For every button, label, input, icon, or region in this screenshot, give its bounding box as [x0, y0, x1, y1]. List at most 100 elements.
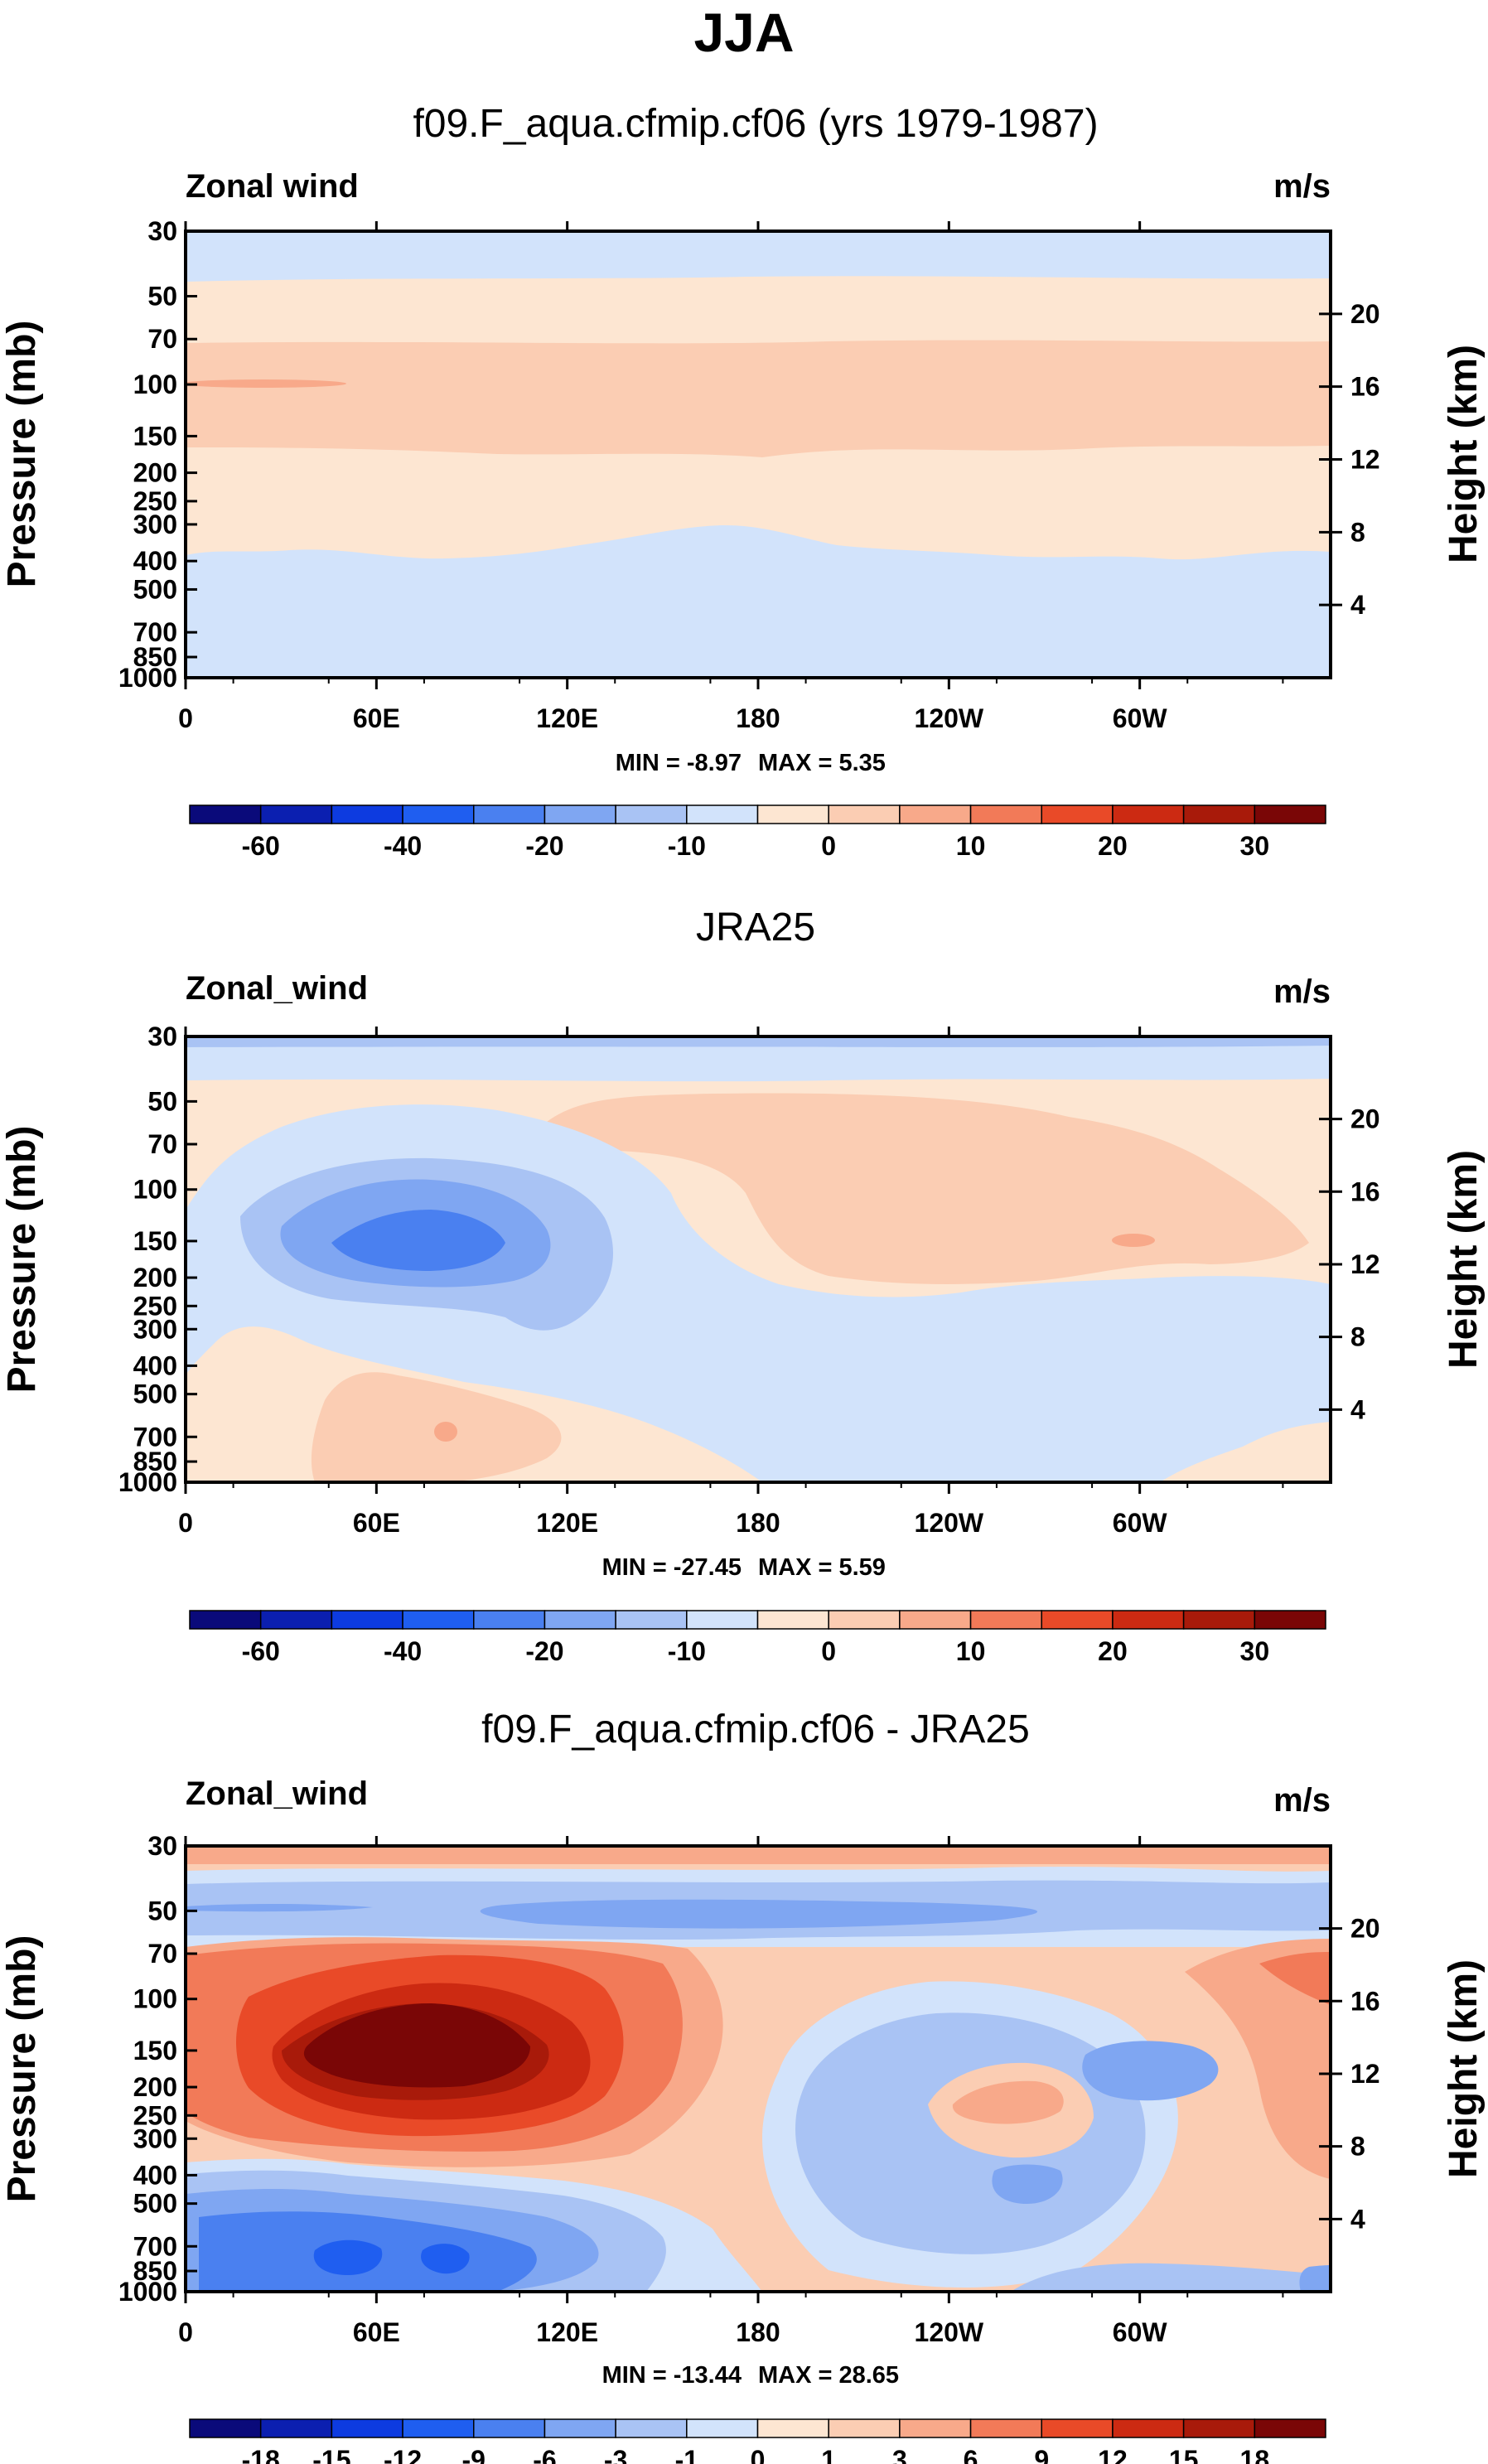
- colorbar-segment: [756, 804, 829, 824]
- panel-1-title: f09.F_aqua.cfmip.cf06 (yrs 1979-1987): [413, 102, 1098, 146]
- p3-midlevel-negative-3: [1082, 2041, 1219, 2101]
- ytick-label: 50: [147, 1896, 177, 1925]
- colorbar-segment: [473, 2418, 546, 2438]
- colorbar-segment: [899, 1610, 972, 1630]
- colorbar-label: -3: [604, 2445, 627, 2464]
- p1-lower-negative: [186, 524, 1331, 678]
- colorbar-segment: [899, 2418, 972, 2438]
- p3-midlevel-negative-4: [992, 2164, 1063, 2204]
- ytick-label: 30: [147, 216, 177, 246]
- panel-1-y2ticks: 4 8 12 16 20: [1319, 299, 1380, 620]
- colorbar-label: -15: [312, 2445, 350, 2464]
- colorbar-label: 3: [892, 2445, 907, 2464]
- panel-2-variable-label: Zonal_wind: [186, 970, 368, 1007]
- panel-2-title: JRA25: [696, 906, 815, 949]
- colorbar-label: -60: [242, 831, 280, 861]
- ytick-label: 500: [133, 574, 177, 604]
- p2-upper-positive-core: [1112, 1234, 1155, 1247]
- p3-right-upper-core: [1259, 1952, 1331, 2005]
- y2tick-label: 12: [1350, 1249, 1380, 1279]
- panel-2-y2label: Height (km): [1442, 1150, 1486, 1369]
- colorbar-label: 18: [1240, 2445, 1270, 2464]
- p3-small-positive-2: [952, 2080, 1064, 2124]
- colorbar-label: 10: [956, 831, 986, 861]
- panel-3-y2ticks: 4 8 12 16 20: [1319, 1914, 1380, 2234]
- panel-3-variable-label: Zonal_wind: [186, 1776, 368, 1812]
- colorbar-segment: [331, 804, 403, 824]
- panel-1-plot-field: [186, 231, 1331, 678]
- ytick-label: 250: [133, 1291, 177, 1321]
- colorbar-segment: [189, 1610, 262, 1630]
- colorbar-segment: [1041, 804, 1114, 824]
- colorbar-segment: [828, 1610, 901, 1630]
- y2tick-label: 8: [1350, 1322, 1365, 1352]
- panel-1-y2label: Height (km): [1442, 345, 1486, 563]
- colorbar-segment: [544, 1610, 616, 1630]
- y2tick-label: 20: [1350, 1914, 1380, 1944]
- ytick-label: 150: [133, 1226, 177, 1256]
- ytick-label: 100: [133, 1175, 177, 1205]
- colorbar-segment: [615, 804, 688, 824]
- ytick-label: 30: [147, 1831, 177, 1861]
- p1-jet-core: [186, 379, 346, 388]
- p3-upper-core-negative: [480, 1899, 1038, 1929]
- ytick-label: 70: [147, 1939, 177, 1969]
- xtick-label: 120W: [915, 703, 984, 733]
- colorbar-segment: [1182, 1610, 1256, 1630]
- xtick-label: 60W: [1113, 1508, 1168, 1538]
- colorbar-segment: [1254, 804, 1326, 824]
- colorbar-segment: [473, 804, 546, 824]
- colorbar-label: -40: [384, 1636, 422, 1666]
- colorbar-label: 9: [1034, 2445, 1049, 2464]
- colorbar-label: -20: [525, 1636, 563, 1666]
- ytick-label: 200: [133, 2072, 177, 2102]
- panel-3: f09.F_aqua.cfmip.cf06 - JRA25 Zonal_wind…: [0, 1708, 1486, 2464]
- colorbar-segment: [1112, 1610, 1185, 1630]
- colorbar-segment: [402, 1610, 475, 1630]
- ytick-label: 1000: [118, 1467, 177, 1497]
- panel-1-max-label: MAX = 5.35: [758, 750, 886, 776]
- ytick-label: 200: [133, 1263, 177, 1292]
- colorbar-label: -10: [668, 1636, 706, 1666]
- ytick-label: 1000: [118, 2277, 177, 2307]
- y2tick-label: 12: [1350, 2059, 1380, 2089]
- xtick-label: 60W: [1113, 703, 1168, 733]
- colorbar-segment: [259, 2418, 333, 2438]
- colorbar-segment: [899, 804, 972, 824]
- p3-lower-negative-core-left: [313, 2239, 383, 2275]
- colorbar-segment: [1041, 1610, 1114, 1630]
- colorbar-segment: [828, 804, 901, 824]
- xtick-label: 180: [736, 2317, 780, 2347]
- p2-top-stratosphere-negative: [186, 1036, 1331, 1047]
- ytick-label: 400: [133, 1350, 177, 1380]
- colorbar-segment: [1182, 804, 1256, 824]
- colorbar-segment: [615, 1610, 688, 1630]
- xtick-label: 120E: [536, 703, 598, 733]
- ytick-label: 300: [133, 1314, 177, 1344]
- p2-top-negative: [186, 1036, 1331, 1082]
- y2tick-label: 4: [1350, 590, 1365, 620]
- y2tick-label: 8: [1350, 2132, 1365, 2162]
- colorbar-label: -1: [675, 2445, 698, 2464]
- ytick-label: 400: [133, 546, 177, 576]
- panel-3-units: m/s: [1273, 1782, 1331, 1819]
- figure-title: JJA: [693, 2, 794, 63]
- xtick-label: 120E: [536, 1508, 598, 1538]
- p3-upper-strip-negative: [186, 1904, 373, 1912]
- panel-3-ylabel: Pressure (mb): [0, 1935, 44, 2203]
- colorbar-segment: [686, 804, 759, 824]
- colorbar-segment: [1254, 2418, 1326, 2438]
- panel-1-ylabel: Pressure (mb): [0, 321, 44, 588]
- colorbar-segment: [828, 2418, 901, 2438]
- colorbar-segment: [1112, 804, 1185, 824]
- colorbar-label: 6: [964, 2445, 978, 2464]
- panel-1-colorbar: -60 -40 -20 -10 0 10 20 30: [189, 804, 1326, 861]
- colorbar-label: -20: [525, 831, 563, 861]
- panel-2-y2ticks: 4 8 12 16 20: [1319, 1104, 1380, 1424]
- colorbar-segment: [259, 804, 333, 824]
- y2tick-label: 4: [1350, 1394, 1365, 1424]
- ytick-label: 50: [147, 1086, 177, 1116]
- y2tick-label: 16: [1350, 372, 1380, 402]
